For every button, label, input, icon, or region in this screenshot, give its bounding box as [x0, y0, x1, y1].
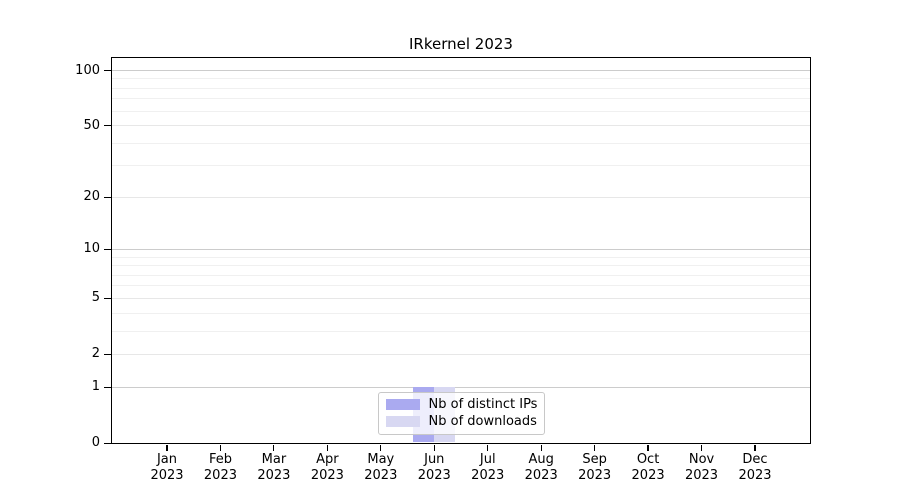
- y-tick-mark: [104, 297, 111, 300]
- x-tick-year: 2023: [310, 468, 344, 483]
- x-tick-year: 2023: [631, 468, 665, 483]
- x-tick-year: 2023: [684, 468, 719, 483]
- y-tick-mark: [104, 248, 111, 251]
- minor-gridline: [111, 330, 810, 332]
- legend-item-distinct-ips: Nb of distinct IPs: [385, 396, 538, 412]
- legend-label-downloads: Nb of downloads: [428, 414, 537, 430]
- x-tick-year: 2023: [257, 468, 291, 483]
- x-tick-mark: [487, 444, 489, 451]
- legend-label-distinct-ips: Nb of distinct IPs: [428, 396, 538, 412]
- x-tick-year: 2023: [471, 468, 505, 483]
- minor-gridline: [111, 78, 810, 80]
- x-tick-mark: [754, 444, 756, 451]
- x-tick-label: Dec 2023: [723, 452, 787, 484]
- minor-gridline: [111, 265, 810, 267]
- x-tick-mark: [166, 444, 168, 451]
- minor-gridline: [111, 110, 810, 112]
- x-tick-mark: [273, 444, 275, 451]
- x-tick-year: 2023: [203, 468, 237, 483]
- major-gridline: [111, 125, 810, 127]
- x-tick-year: 2023: [364, 468, 398, 483]
- major-gridline: [111, 353, 810, 355]
- x-tick-month: Feb: [208, 452, 232, 467]
- x-tick-month: Nov: [688, 452, 715, 467]
- x-tick-year: 2023: [578, 468, 612, 483]
- y-tick-label: 10: [83, 241, 100, 257]
- x-tick-label: Sep 2023: [563, 452, 627, 484]
- x-tick-mark: [594, 444, 596, 451]
- x-tick-label: Jan 2023: [135, 452, 199, 484]
- x-tick-mark: [540, 444, 542, 451]
- y-tick-mark: [104, 196, 111, 198]
- y-tick-label: 100: [75, 62, 100, 78]
- x-tick-mark: [219, 444, 222, 451]
- major-gridline: [111, 70, 810, 72]
- x-tick-label: Aug 2023: [509, 452, 573, 484]
- legend-item-downloads: Nb of downloads: [385, 414, 537, 430]
- x-tick-label: Jun 2023: [402, 452, 466, 484]
- x-tick-year: 2023: [524, 468, 558, 483]
- major-gridline: [111, 386, 810, 388]
- y-tick-mark: [104, 386, 111, 388]
- x-tick-month: Oct: [636, 452, 660, 467]
- minor-gridline: [111, 312, 810, 314]
- x-tick-label: May 2023: [349, 452, 413, 484]
- minor-gridline: [111, 256, 810, 258]
- x-tick-mark: [326, 444, 328, 451]
- y-tick-mark: [104, 125, 111, 127]
- y-tick-label: 1: [91, 379, 100, 395]
- x-tick-mark: [647, 444, 649, 451]
- minor-gridline: [111, 285, 810, 287]
- chart-title: IRkernel 2023: [409, 35, 513, 53]
- minor-gridline: [111, 98, 810, 100]
- x-tick-label: Apr 2023: [295, 452, 359, 484]
- x-tick-label: Feb 2023: [188, 452, 252, 484]
- major-gridline: [111, 297, 810, 299]
- x-tick-month: Apr: [316, 452, 339, 467]
- major-gridline: [111, 248, 810, 250]
- x-tick-year: 2023: [738, 468, 772, 483]
- x-tick-label: Oct 2023: [616, 452, 680, 484]
- y-tick-label: 50: [83, 117, 100, 133]
- y-tick-mark: [104, 442, 111, 444]
- x-tick-month: Dec: [742, 452, 768, 467]
- legend-swatch-distinct-ips: [385, 398, 420, 410]
- y-tick-label: 0: [91, 435, 100, 450]
- major-gridline: [111, 196, 810, 198]
- minor-gridline: [111, 274, 810, 276]
- x-tick-label: Jul 2023: [456, 452, 520, 484]
- x-tick-month: Mar: [261, 452, 287, 467]
- x-tick-mark: [380, 444, 382, 451]
- y-tick-label: 2: [91, 346, 100, 362]
- x-tick-mark: [700, 444, 703, 451]
- minor-gridline: [111, 87, 810, 89]
- legend: Nb of distinct IPs Nb of downloads: [377, 391, 545, 435]
- minor-gridline: [111, 142, 810, 144]
- minor-gridline: [111, 165, 810, 167]
- x-tick-month: Sep: [582, 452, 607, 467]
- legend-swatch-downloads: [385, 416, 420, 428]
- x-tick-year: 2023: [150, 468, 184, 483]
- x-tick-month: May: [367, 452, 395, 467]
- y-tick-label: 5: [91, 290, 100, 306]
- x-tick-label: Mar 2023: [242, 452, 306, 484]
- x-tick-label: Nov 2023: [670, 452, 734, 484]
- plot-area: Nb of distinct IPs Nb of downloads: [110, 56, 811, 444]
- y-tick-mark: [104, 70, 111, 72]
- x-tick-month: Jul: [479, 452, 496, 467]
- y-tick-label: 20: [83, 189, 100, 205]
- x-tick-year: 2023: [417, 468, 451, 483]
- x-tick-month: Jan: [156, 452, 178, 467]
- x-tick-mark: [433, 444, 435, 451]
- x-tick-month: Aug: [528, 452, 554, 467]
- y-tick-mark: [104, 353, 111, 356]
- x-tick-month: Jun: [424, 452, 445, 467]
